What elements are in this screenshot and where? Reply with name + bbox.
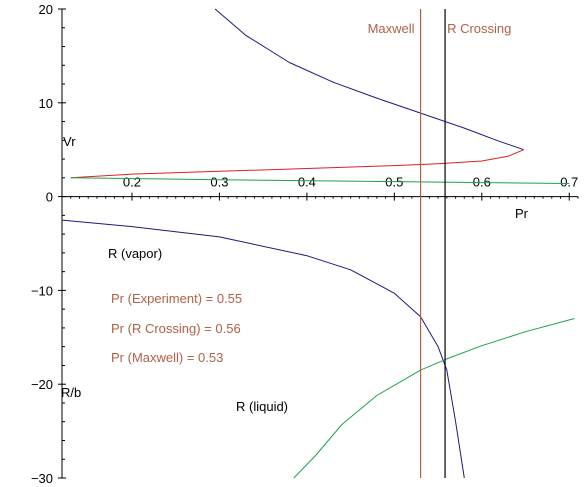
series-vr-vapor: [214, 8, 524, 151]
y-tick-label: 10: [39, 96, 53, 111]
vr-axis-text: Vr: [63, 134, 76, 149]
r-crossing-line-label: R Crossing: [447, 21, 511, 36]
x-tick-label: 0.4: [298, 175, 316, 190]
r-liquid-label: R (liquid): [236, 399, 288, 414]
y-tick-label: 0: [46, 190, 53, 205]
curves: [61, 8, 575, 479]
series-vr-liquid: [70, 149, 524, 179]
labels: Vr R/b Pr R (vapor) R (liquid) Pr (Exper…: [61, 134, 529, 414]
vertical-lines: Maxwell R Crossing: [368, 9, 511, 478]
y-tick-label: 20: [39, 2, 53, 17]
pr-r-crossing-label: Pr (R Crossing) = 0.56: [111, 321, 241, 336]
r-vapor-label: R (vapor): [108, 246, 162, 261]
x-tick-label: 0.3: [210, 175, 228, 190]
pr-experiment-label: Pr (Experiment) = 0.55: [111, 291, 242, 306]
y-tick-label: −20: [31, 377, 53, 392]
maxwell-line-label: Maxwell: [368, 21, 415, 36]
series-r-liquid: [293, 318, 575, 479]
x-tick-label: 0.2: [123, 175, 141, 190]
pr-maxwell-label: Pr (Maxwell) = 0.53: [111, 350, 223, 365]
y-tick-label: −30: [31, 471, 53, 486]
x-axis-label: Pr: [515, 206, 529, 221]
rb-axis-text: R/b: [61, 385, 81, 400]
series-r-vapor: [61, 219, 465, 479]
series-vr-green: [70, 177, 570, 184]
x-tick-label: 0.7: [560, 175, 578, 190]
y-tick-label: −10: [31, 283, 53, 298]
